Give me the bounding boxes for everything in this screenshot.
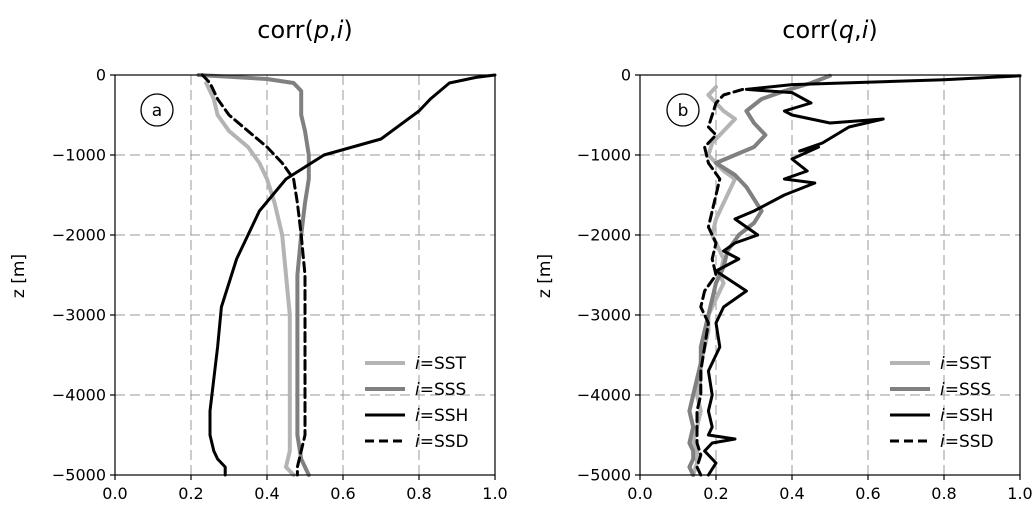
panel-b-xtick-label: 1.0 [1007,484,1032,503]
panel-b-title: corr(q,i) [782,16,877,44]
panel-a-label-text: a [152,101,162,121]
panel-b-ticks: 0.0 0.2 0.4 0.6 0.8 1.0 0 −1000 −2000 −3000 −4000 −… [577,66,1033,504]
panel-a-ytick-label: −3000 [52,306,106,325]
panel-b-xtick-label: 0.6 [855,484,880,503]
panel-b-ytick-label: 0 [621,66,631,85]
panel-b-legend-label-ssh: i=SSH [940,406,993,426]
panel-b-ytick-label: −1000 [577,146,631,165]
panel-a-series-ssh [208,73,497,477]
panel-b-xtick-label: 0.8 [931,484,956,503]
panel-a-ytick-label: −4000 [52,386,106,405]
panel-b-series-sss [687,73,832,477]
panel-b-legend-label-ssd: i=SSD [940,432,994,452]
panel-b-legend-label-sst: i=SST [940,354,992,374]
panel-b-ytick-label: −2000 [577,226,631,245]
panel-a-ticks: 0.0 0.2 0.4 0.6 0.8 1.0 0 −1000 −2000 −3000 −4000 −… [52,66,508,504]
panel-a-frame [114,74,496,476]
panel-a-legend: i=SST i=SSS i=SSH i=SSD [365,354,469,452]
panel-b-legend-label-sss: i=SSS [940,380,991,400]
panel-a-xtick-label: 0.4 [254,484,279,503]
panel-b-frame [639,74,1021,476]
panel-a-ytick-label: −2000 [52,226,106,245]
panel-a-ylabel: z [m] [9,254,29,298]
panel-b-legend: i=SST i=SSS i=SSH i=SSD [890,354,994,452]
panel-b-ytick-label: −3000 [577,306,631,325]
panel-b-series [687,73,1022,477]
panel-a-title: corr(p,i) [257,16,352,44]
panel-a-xtick-label: 0.6 [330,484,355,503]
panel-b-label: b [666,93,700,127]
panel-a-series [196,73,497,477]
panel-b-label-text: b [678,101,689,121]
panel-b-xtick-label: 0.2 [703,484,728,503]
panel-b-series-sst [691,85,737,477]
panel-a-xtick-label: 0.2 [178,484,203,503]
panel-b-xtick-label: 0.4 [779,484,804,503]
panel-a-label-circle [140,93,174,127]
panel-a-legend-label-sss: i=SSS [415,380,466,400]
panel-a-ytick-label: −1000 [52,146,106,165]
panel-a-xtick-label: 1.0 [482,484,507,503]
panel-a-series-sss [196,73,311,477]
panel-a-label: a [140,93,174,127]
panel-b-ylabel: z [m] [535,254,555,298]
panel-b-series-ssh [703,74,1022,477]
panel-b-ytick-label: −4000 [577,386,631,405]
panel-a-ytick-label: 0 [96,66,106,85]
panel-a-legend-label-ssd: i=SSD [415,432,469,452]
panel-a-xtick-label: 0.8 [406,484,431,503]
panel-a-xtick-label: 0.0 [102,484,127,503]
panel-b-xtick-label: 0.0 [627,484,652,503]
panel-a: corr(p,i) z [m] 0.0 0.2 0.4 0.6 0.8 1.0 0 −1000… [9,16,508,503]
panel-b-grid [640,75,1020,475]
panel-b-label-circle [666,93,700,127]
panel-a-legend-label-ssh: i=SSH [415,406,468,426]
panel-b-ytick-label: −5000 [577,466,631,485]
panel-b-series-ssd [695,87,745,477]
panel-a-grid [115,75,495,475]
panel-b: corr(q,i) z [m] 0.0 0.2 0.4 0.6 0.8 1.0 0 −1000… [535,16,1033,503]
panel-a-series-ssd [200,73,307,477]
panel-a-series-sst [204,81,296,477]
panel-a-ytick-label: −5000 [52,466,106,485]
panel-a-legend-label-sst: i=SST [415,354,467,374]
